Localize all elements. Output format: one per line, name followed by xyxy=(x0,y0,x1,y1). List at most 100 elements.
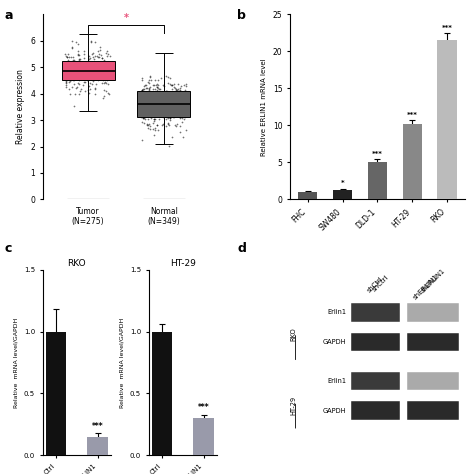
Point xyxy=(72,69,79,77)
Point xyxy=(151,92,159,100)
Point xyxy=(144,99,151,107)
Point xyxy=(146,99,154,106)
Point xyxy=(176,87,184,94)
Point xyxy=(174,89,182,97)
Point xyxy=(99,80,106,87)
Point xyxy=(172,85,180,92)
Point xyxy=(86,68,93,76)
Point xyxy=(98,67,105,75)
Point xyxy=(142,107,149,115)
Point xyxy=(149,89,156,96)
Point xyxy=(88,58,95,66)
Point xyxy=(172,84,179,91)
Point xyxy=(170,94,178,102)
Point xyxy=(161,103,168,111)
Point xyxy=(146,104,154,112)
Point xyxy=(169,102,177,109)
Point xyxy=(75,64,82,71)
Point xyxy=(159,112,167,120)
Point xyxy=(102,65,109,73)
Point xyxy=(147,111,155,118)
Point xyxy=(155,100,162,108)
Bar xyxy=(368,162,387,200)
Point xyxy=(179,102,186,109)
Point xyxy=(167,116,174,123)
Point xyxy=(137,113,145,121)
Point xyxy=(150,118,158,125)
Point xyxy=(170,99,177,106)
Point xyxy=(138,86,146,93)
Point xyxy=(181,104,188,111)
Point xyxy=(168,108,176,115)
Point xyxy=(173,92,181,100)
Point xyxy=(169,82,176,89)
Point xyxy=(73,62,81,70)
Point xyxy=(142,104,150,112)
Point xyxy=(163,114,171,121)
Text: Erlin1: Erlin1 xyxy=(327,378,346,384)
FancyBboxPatch shape xyxy=(407,372,459,390)
Point xyxy=(90,78,97,85)
Point xyxy=(94,47,101,55)
Point xyxy=(95,54,102,61)
Point xyxy=(179,99,187,106)
Text: shERLIN1: shERLIN1 xyxy=(420,268,446,294)
Point xyxy=(86,75,93,82)
Point xyxy=(94,64,102,72)
Point xyxy=(87,79,94,87)
Point xyxy=(173,91,181,98)
Point xyxy=(170,105,178,112)
Point xyxy=(164,119,172,127)
Point xyxy=(102,79,110,87)
Point xyxy=(80,75,88,83)
Point xyxy=(73,66,81,73)
Point xyxy=(150,101,158,109)
Point xyxy=(178,91,185,98)
Point xyxy=(144,102,151,109)
Point xyxy=(153,86,160,93)
Text: ***: *** xyxy=(442,25,453,31)
Point xyxy=(179,109,187,117)
Point xyxy=(103,60,110,68)
Point xyxy=(170,104,178,111)
Point xyxy=(151,76,159,84)
Point xyxy=(95,67,103,75)
Point xyxy=(144,106,151,114)
Point xyxy=(71,76,78,84)
Text: ***: *** xyxy=(92,422,103,431)
Point xyxy=(62,65,69,73)
Point xyxy=(80,58,87,65)
Point xyxy=(150,115,158,122)
Text: c: c xyxy=(5,242,12,255)
Point xyxy=(171,106,178,113)
Point xyxy=(176,113,184,121)
Point xyxy=(140,114,148,122)
Point xyxy=(74,70,82,78)
Point xyxy=(96,69,104,77)
Point xyxy=(97,69,105,77)
Point xyxy=(149,119,156,127)
Point xyxy=(171,97,178,104)
Point xyxy=(153,97,161,104)
Point xyxy=(153,109,160,117)
Point xyxy=(143,105,151,113)
Text: GAPDH: GAPDH xyxy=(322,408,346,414)
Point xyxy=(144,94,151,101)
Point xyxy=(103,76,110,83)
Point xyxy=(156,102,164,109)
Point xyxy=(180,101,188,109)
Point xyxy=(144,78,152,85)
Point xyxy=(103,67,110,75)
Point xyxy=(83,73,91,81)
Point xyxy=(62,79,69,86)
Point xyxy=(140,98,148,105)
Point xyxy=(180,116,188,123)
Point xyxy=(178,114,186,122)
Point xyxy=(94,58,102,66)
Point xyxy=(162,110,169,118)
Point xyxy=(93,73,100,81)
Point xyxy=(163,116,170,123)
Point xyxy=(62,77,69,84)
Point xyxy=(151,107,158,114)
Point xyxy=(106,61,114,69)
